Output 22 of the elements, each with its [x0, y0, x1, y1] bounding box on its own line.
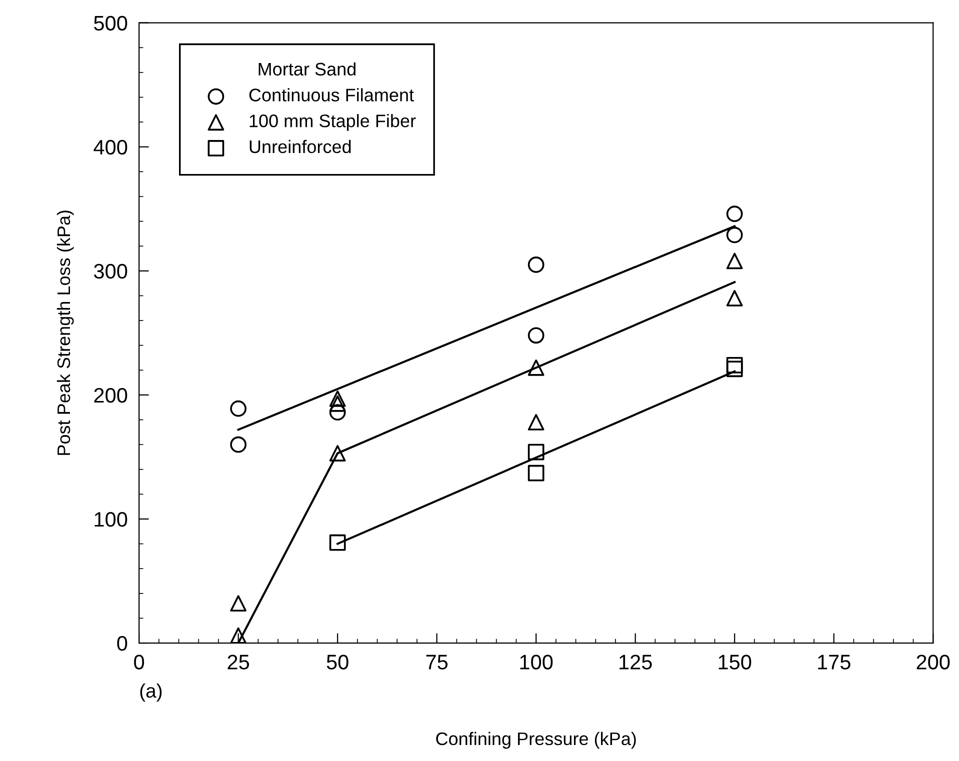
y-tick-label: 100: [94, 512, 128, 527]
legend-label: Continuous Filament: [249, 88, 414, 102]
x-tick-label: 150: [718, 654, 752, 670]
x-tick-label: 175: [818, 654, 850, 670]
x-tick-label: 0: [134, 654, 144, 670]
y-tick-label: 0: [117, 636, 128, 651]
y-tick-label: 500: [94, 16, 128, 31]
x-tick-label: 50: [326, 654, 348, 670]
x-tick-label: 125: [620, 654, 652, 670]
y-tick-label: 300: [94, 264, 128, 279]
legend-label: 100 mm Staple Fiber: [250, 114, 416, 131]
x-axis-title: Confining Pressure (kPa): [436, 732, 636, 749]
x-tick-label: 100: [520, 654, 553, 670]
text: (a): [140, 683, 162, 702]
y-tick-label: 400: [94, 140, 128, 155]
x-tick-label: 200: [916, 654, 950, 670]
x-tick-label: 25: [228, 654, 250, 670]
legend-label: Unreinforced: [250, 140, 351, 154]
y-tick-label: 200: [94, 388, 128, 403]
y-axis-title: Post Peak Strength Loss (kPa): [56, 210, 74, 455]
legend-title: Mortar Sand: [258, 62, 356, 76]
x-tick-label: 75: [426, 654, 448, 670]
